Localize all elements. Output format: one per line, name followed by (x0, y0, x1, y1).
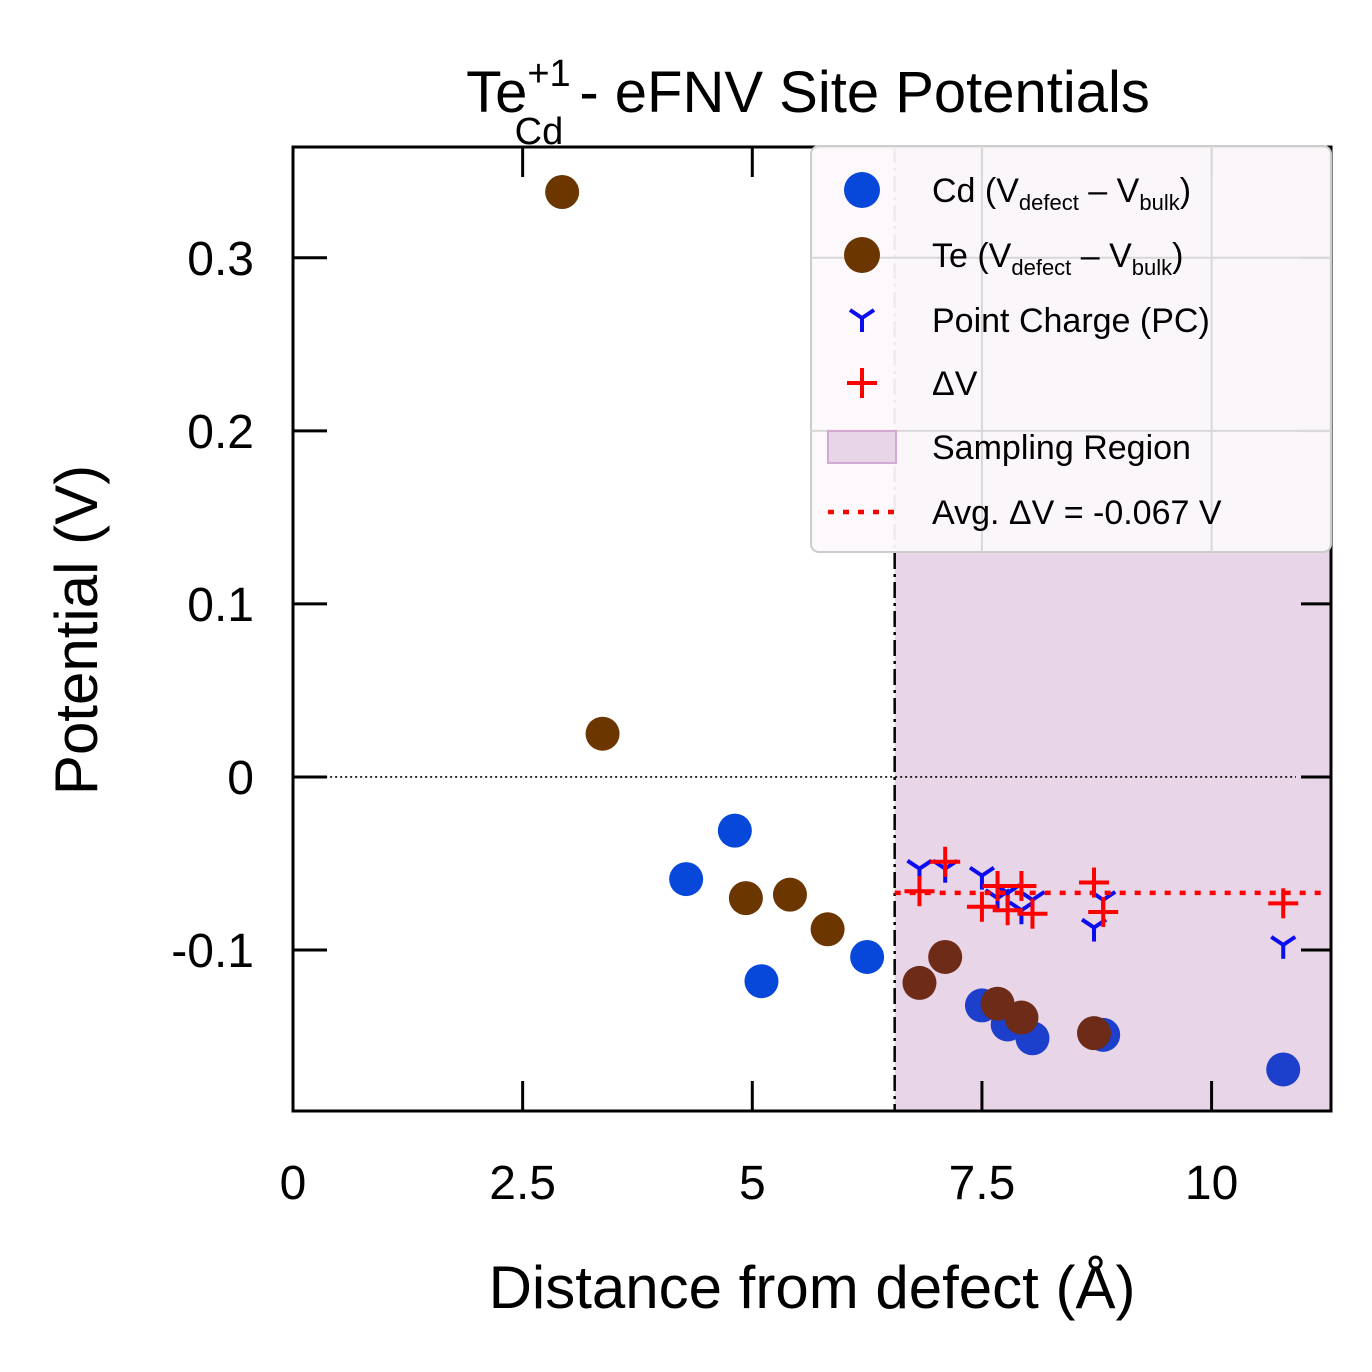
pc-point-arm-right (918, 859, 933, 871)
x-tick-label-0: 0 (280, 1157, 307, 1210)
legend-te-marker (844, 237, 880, 273)
y-tick-label-0: 0.3 (187, 233, 254, 286)
title-base: Te (466, 60, 527, 125)
x-tick-label-4: 10 (1185, 1157, 1238, 1210)
pc-point-2 (968, 865, 996, 890)
pc-point-arm-right (1031, 890, 1046, 902)
cd-point-1 (717, 813, 752, 848)
pc-point-arm-left (1080, 917, 1096, 930)
dv-point-6 (1017, 898, 1048, 929)
te-point-9 (1077, 1016, 1112, 1051)
pc-point-arm-left (1270, 935, 1285, 947)
y-axis-label: Potential (V) (43, 465, 110, 795)
x-tick-label-3: 7.5 (949, 1157, 1016, 1210)
y-tick-label-3: 0 (227, 752, 254, 805)
te-point-1 (585, 716, 620, 751)
legend-cd-label: Cd (Vdefect – Vbulk) (932, 172, 1191, 215)
cd-point-3 (850, 939, 885, 974)
te-point-6 (928, 939, 963, 974)
pc-point-arm-right (980, 865, 996, 878)
x-axis-label: Distance from defect (Å) (489, 1254, 1136, 1321)
y-tick-label-2: 0.1 (187, 579, 254, 632)
y-tick-label-4: -0.1 (171, 925, 254, 978)
dv-point-9 (1268, 888, 1299, 919)
legend-pc-arm-left (848, 308, 864, 320)
legend-te-label: Te (Vdefect – Vbulk) (932, 237, 1183, 280)
x-tick-label-2: 5 (739, 1157, 766, 1210)
dv-point-8 (1088, 896, 1119, 927)
legend: Cd (Vdefect – Vbulk) Te (Vdefect – Vbulk)… (810, 145, 1332, 553)
legend-dv-marker (847, 368, 877, 398)
te-point-2 (728, 881, 763, 916)
pc-point-arm-left (968, 865, 984, 878)
cd-point-2 (744, 964, 779, 999)
te-point-3 (772, 877, 807, 912)
pc-point-arm-right (1282, 935, 1297, 947)
dv-point-5 (1006, 871, 1037, 902)
legend-avg-label: Avg. ΔV = -0.067 V (932, 494, 1222, 532)
legend-pc-arm-right (860, 308, 876, 320)
plot-frame (291, 145, 1333, 1113)
cd-point-0 (669, 862, 704, 897)
legend-sampling-label: Sampling Region (932, 429, 1191, 467)
legend-sampling-swatch (827, 430, 897, 464)
te-point-4 (810, 912, 845, 947)
legend-box (810, 145, 1332, 553)
title-superscript: +1 (527, 53, 570, 95)
te-point-5 (902, 965, 937, 1000)
te-point-8 (1004, 1000, 1039, 1035)
pc-point-9 (1270, 935, 1297, 959)
te-point-0 (545, 174, 580, 209)
legend-dv-label: ΔV (932, 365, 978, 403)
cd-point-8 (1266, 1052, 1301, 1087)
pc-point-arm-left (906, 859, 921, 871)
plot-area: 0 2.5 5 7.5 10 0.3 0.2 0.1 0 -0.1 Cd (Vdefect – Vb… (171, 145, 1333, 1210)
legend-pc-marker (848, 308, 876, 332)
legend-pc-label: Point Charge (PC) (932, 302, 1210, 340)
chart-title: Te+1 Cd - eFNV Site Potentials (466, 53, 1150, 153)
title-rest: - eFNV Site Potentials (563, 60, 1150, 125)
dv-point-1 (930, 846, 961, 877)
dv-point-4 (992, 895, 1023, 926)
x-tick-label-1: 2.5 (489, 1157, 556, 1210)
dv-point-2 (966, 891, 997, 922)
legend-cd-marker (844, 172, 880, 208)
y-tick-label-1: 0.2 (187, 406, 254, 459)
